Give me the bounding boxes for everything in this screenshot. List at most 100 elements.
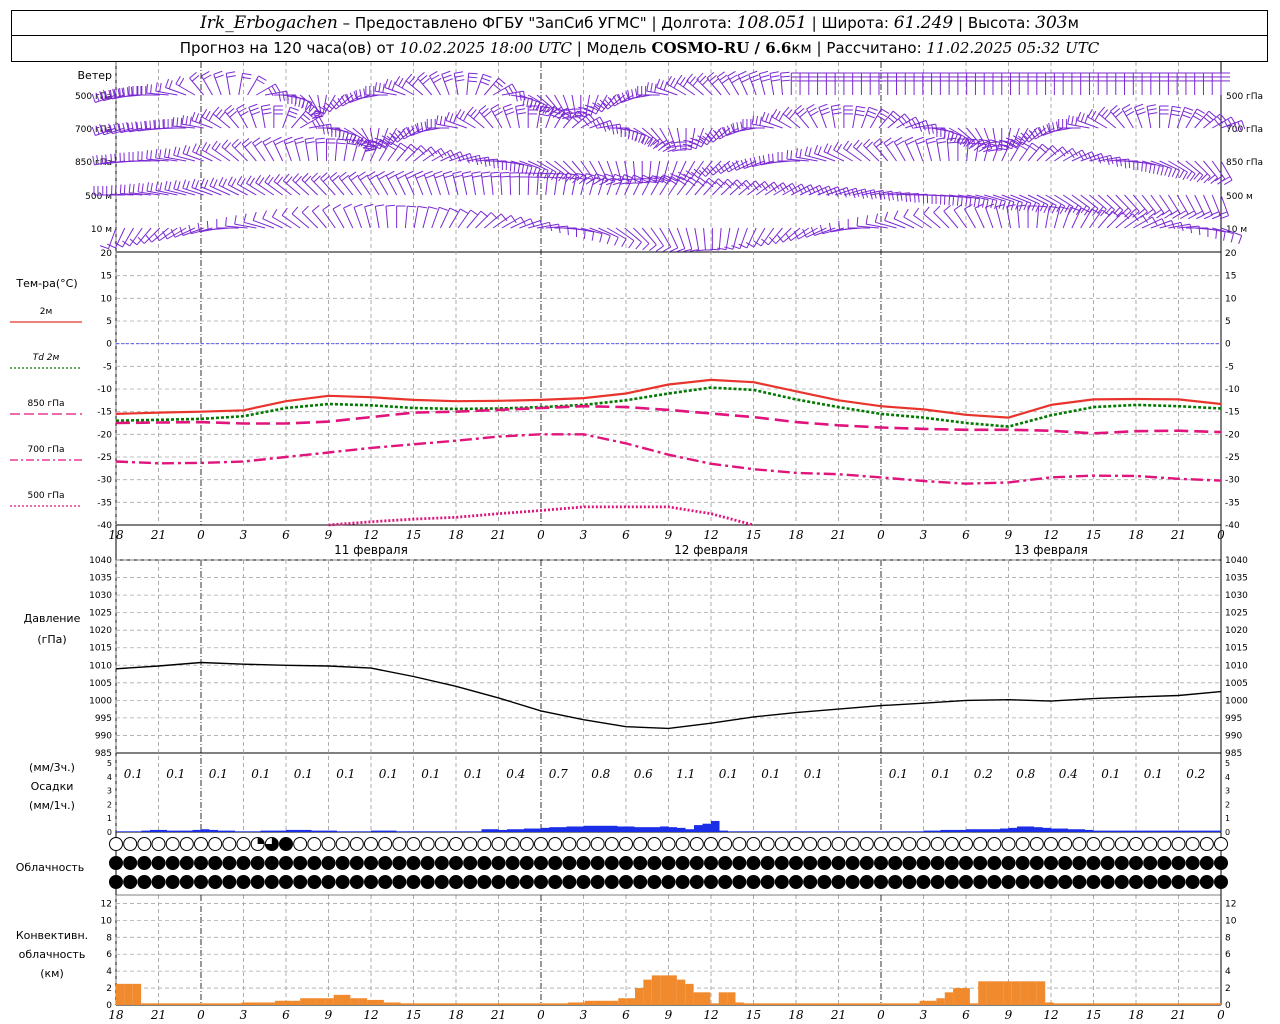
wind-barb-feather	[213, 179, 218, 188]
precip-bar	[677, 827, 686, 832]
wind-barb	[1045, 205, 1059, 229]
wind-barb-feather	[407, 126, 412, 136]
wind-barb-feather	[755, 115, 759, 125]
wind-barb-staff	[422, 147, 442, 162]
wind-barb-feather	[642, 243, 650, 251]
wind-barb-feather	[575, 176, 585, 180]
wind-barb-feather	[736, 122, 739, 132]
wind-barb-feather	[1219, 113, 1227, 122]
wind-barb-feather	[262, 112, 272, 115]
wind-barb-staff	[1027, 143, 1043, 162]
precip-bar	[201, 829, 210, 832]
wind-barb-staff	[310, 178, 327, 196]
wind-barb-feather	[381, 135, 390, 141]
cloud-cover-symbol	[392, 875, 407, 889]
wind-barb-feather	[1006, 204, 1016, 207]
cloud-circle	[1100, 856, 1115, 870]
wind-barb-staff	[192, 151, 213, 162]
wind-barb-feather	[896, 140, 905, 146]
pressure-ytick-left: 1015	[89, 644, 112, 654]
wind-barb-feather	[312, 116, 322, 119]
cloud-cover-symbol	[817, 856, 832, 870]
temp-ytick-right: -25	[1225, 453, 1240, 463]
wind-barb-feather	[1015, 200, 1020, 210]
pressure-ytick-right: 1030	[1225, 591, 1248, 601]
conv-bar	[442, 1003, 451, 1005]
wind-barb-feather	[1132, 210, 1140, 218]
wind-barb-feather	[504, 87, 511, 97]
wind-barb-feather	[727, 178, 735, 186]
wind-barb-feather	[880, 108, 890, 114]
temp-legend-label: 850 гПа	[27, 399, 64, 409]
wind-barb-feather	[702, 135, 710, 143]
wind-barb-staff	[903, 216, 924, 229]
wind-barb-staff	[1045, 194, 1065, 207]
wind-barb-feather	[599, 99, 608, 107]
wind-barb-feather	[1010, 140, 1020, 146]
wind-barb-feather	[613, 177, 622, 182]
wind-barb	[1203, 227, 1226, 241]
hour-tick-label: 9	[1005, 528, 1013, 542]
wind-barb-feather	[769, 236, 777, 244]
cloud-circle	[874, 856, 888, 870]
wind-barb-staff	[264, 181, 283, 196]
precip-bar	[626, 826, 635, 832]
temp-ytick-right: -10	[1225, 385, 1240, 395]
cloud-circle	[831, 856, 846, 870]
wind-barb-feather	[437, 150, 444, 159]
hour-tick-label: 12	[1043, 528, 1058, 542]
wind-barb-feather	[473, 111, 480, 120]
cloud-circle	[817, 837, 832, 851]
wind-barb	[209, 177, 231, 196]
wind-barb	[322, 204, 336, 229]
wind-barb-feather	[631, 178, 641, 183]
precip-bar	[1127, 830, 1136, 832]
wind-barb-staff	[790, 227, 810, 242]
wind-barb	[1133, 160, 1156, 174]
wind-barb	[1098, 156, 1122, 167]
wind-barb-feather	[316, 109, 325, 115]
wind-barb-feather	[1006, 200, 1011, 210]
wind-barb-feather	[425, 174, 435, 179]
cloud-cover-symbol	[959, 856, 973, 870]
wind-barb-staff	[703, 227, 706, 250]
wind-barb-feather	[740, 121, 743, 131]
cloud-circle	[335, 837, 350, 851]
wind-barb	[282, 106, 299, 129]
precip-bar	[388, 830, 397, 832]
wind-barb	[878, 72, 888, 95]
cloud-cover-symbol	[449, 856, 463, 870]
wind-barb	[456, 108, 476, 129]
wind-barb-staff	[545, 225, 568, 229]
wind-barb-staff	[292, 179, 310, 196]
wind-barb-feather	[893, 210, 899, 219]
wind-barb-staff	[492, 214, 512, 229]
temp-ytick-left: 15	[101, 272, 112, 282]
wind-barb-staff	[1220, 227, 1242, 236]
cloud-circle	[548, 856, 563, 870]
cloud-cover-symbol	[944, 837, 959, 851]
wind-barb-feather	[407, 205, 417, 208]
cloud-circle	[406, 837, 421, 851]
cloud-cover-symbol	[774, 875, 789, 889]
cloud-circle	[449, 875, 463, 889]
cloud-cover-symbol	[845, 856, 860, 870]
wind-barb	[471, 171, 482, 196]
wind-barb	[799, 72, 810, 95]
wind-barb-staff	[1089, 194, 1107, 210]
wind-barb-staff	[291, 213, 310, 229]
wind-barb-feather	[817, 146, 822, 156]
wind-barb-feather	[1087, 108, 1093, 118]
precip-ytick-right: 0	[1225, 828, 1230, 837]
cloud-cover-symbol	[647, 875, 662, 889]
wind-barb-feather	[781, 79, 791, 82]
precip-bar	[150, 829, 159, 832]
wind-barb-feather	[761, 111, 766, 121]
wind-barb-feather	[1080, 207, 1090, 213]
wind-barb-feather	[1056, 203, 1062, 213]
wind-barb-feather	[1062, 146, 1069, 155]
cloud-circle	[420, 875, 435, 889]
precip-bar	[1068, 829, 1077, 832]
wind-barb	[931, 194, 955, 206]
wind-barb-staff	[1106, 194, 1124, 211]
